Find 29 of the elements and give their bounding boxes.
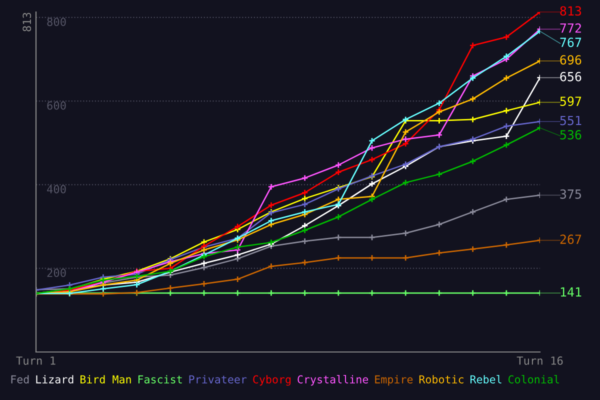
data-label: 551 bbox=[560, 116, 582, 126]
data-label: 141 bbox=[560, 287, 582, 297]
text: Crystalline bbox=[298, 375, 368, 386]
text: Colonial bbox=[508, 375, 559, 384]
text: Cyborg bbox=[253, 375, 291, 386]
text: Privateer bbox=[189, 375, 247, 384]
text: Lizard bbox=[36, 375, 74, 384]
data-label: 536 bbox=[560, 130, 582, 140]
x-tick-label: Turn 1 bbox=[16, 356, 56, 365]
data-label: 375 bbox=[560, 189, 581, 199]
y-axis-title: 813 bbox=[22, 12, 32, 32]
data-label: 696 bbox=[560, 55, 582, 65]
data-label: 267 bbox=[560, 234, 582, 244]
text: Fed bbox=[11, 375, 29, 384]
data-label: 767 bbox=[560, 38, 582, 48]
text: Empire bbox=[375, 375, 413, 386]
data-label: 656 bbox=[560, 72, 582, 82]
data-label: 597 bbox=[560, 96, 582, 106]
data-label: 772 bbox=[560, 23, 581, 33]
data-label: 813 bbox=[560, 6, 582, 16]
y-tick-label: 400 bbox=[47, 184, 66, 194]
text: Robotic bbox=[419, 375, 464, 384]
y-tick-label: 200 bbox=[47, 268, 66, 278]
text: Bird Man bbox=[80, 375, 131, 384]
y-tick-label: 800 bbox=[47, 18, 66, 26]
text: Rebel bbox=[470, 375, 502, 384]
y-tick-label: 600 bbox=[47, 101, 66, 110]
text: Fascist bbox=[138, 375, 182, 384]
x-tick-label: Turn 16 bbox=[516, 356, 563, 365]
